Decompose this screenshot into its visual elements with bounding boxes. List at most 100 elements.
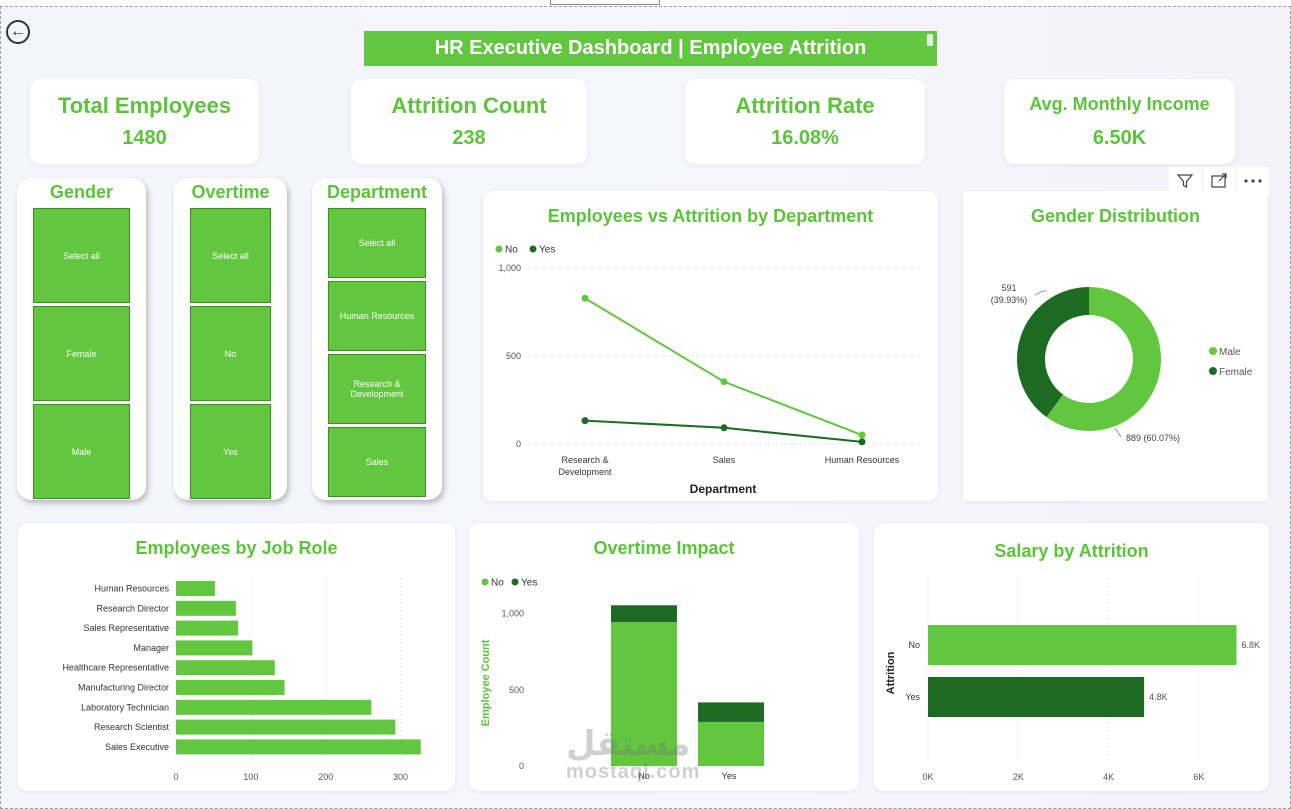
x-tick-label: 300	[393, 772, 408, 782]
kpi-value: 6.50K	[1092, 126, 1147, 149]
kpi-attrition-rate: Attrition Rate 16.08%	[685, 79, 925, 164]
legend-label: Female	[1219, 367, 1253, 378]
y-tick-label: 0	[516, 439, 521, 449]
x-tick-label: Sales	[713, 455, 736, 465]
legend-marker	[481, 578, 489, 586]
data-point	[720, 424, 728, 432]
filter-icon[interactable]	[1169, 167, 1201, 195]
legend-label: Male	[1219, 347, 1241, 358]
bar	[176, 739, 421, 755]
overtime-column-chart: No Yes 0 500 1,000 No Yes Employee Count	[480, 578, 764, 781]
bar	[176, 680, 285, 695]
bar	[176, 699, 372, 715]
y-tick-label: No	[908, 640, 920, 650]
y-tick-label: Research Scientist	[94, 722, 170, 732]
y-tick-label: Healthcare Representative	[62, 663, 169, 673]
y-tick-label: 500	[509, 685, 524, 695]
data-label: 4.8K	[1149, 692, 1168, 702]
slicer-option-male[interactable]: Male	[33, 404, 130, 499]
data-point	[858, 431, 866, 439]
legend-label: No	[505, 245, 518, 256]
jobrole-bar-chart: 0 100 200 300 Human Resources Research Direct…	[62, 578, 421, 782]
slicer-option-select-all[interactable]: Select all	[190, 208, 271, 303]
dashboard-canvas: ← HR Executive Dashboard | Employee Attr…	[0, 6, 1291, 809]
salary-bar-chart: 0K 2K 4K 6K No 6.8K Yes 4.8K Attrition	[885, 578, 1260, 782]
data-label: 591 (39.93%)	[991, 283, 1028, 305]
data-point	[720, 378, 728, 386]
slicer-option-no[interactable]: No	[190, 306, 271, 401]
kpi-avg-monthly-income: Avg. Monthly Income 6.50K	[1004, 79, 1235, 164]
watermark-latin: mostaql.com	[566, 761, 701, 783]
legend-label: Yes	[539, 245, 555, 256]
kpi-label: Avg. Monthly Income	[1029, 93, 1210, 114]
chart-title: Employees by Job Role	[135, 538, 338, 558]
y-tick-label: Sales Representative	[83, 623, 169, 633]
slicer-option-sales[interactable]: Sales	[328, 427, 426, 497]
kpi-label: Total Employees	[57, 93, 232, 118]
chart-title: Salary by Attrition	[994, 541, 1149, 561]
kpi-value: 238	[452, 127, 486, 149]
focus-mode-icon[interactable]	[1203, 167, 1235, 195]
y-tick-label: 1,000	[501, 609, 524, 619]
legend-marker	[1209, 367, 1217, 375]
watermark: مستقل mostaql.com	[566, 727, 700, 784]
label-leader	[1034, 290, 1047, 296]
y-tick-label: Manufacturing Director	[78, 683, 169, 693]
dept-line-chart-card: Employees vs Attrition by Department 0 50…	[483, 191, 938, 501]
slicer-option-select-all[interactable]: Select all	[328, 208, 426, 278]
kpi-label: Attrition Count	[391, 93, 547, 118]
bar	[176, 620, 239, 636]
series-line-no	[584, 297, 863, 436]
y-tick-label: 500	[506, 351, 521, 361]
department-slicer: Department Select all Human Resources Re…	[312, 178, 442, 500]
legend-marker	[495, 245, 503, 253]
title-scrollbar[interactable]	[927, 34, 933, 46]
slicer-option-select-all[interactable]: Select all	[33, 208, 130, 303]
kpi-value: 16.08%	[771, 127, 839, 149]
top-tab	[550, 0, 660, 5]
legend-label: No	[491, 578, 504, 589]
slicer-option-human-resources[interactable]: Human Resources	[328, 281, 426, 351]
bar	[176, 600, 236, 616]
donut-slice-female	[1017, 287, 1089, 418]
y-tick-label: Research Director	[96, 603, 169, 613]
legend-label: Yes	[521, 578, 537, 589]
chart-title: Gender Distribution	[1030, 206, 1200, 226]
slicer-option-yes[interactable]: Yes	[190, 404, 271, 499]
bar	[176, 581, 215, 596]
jobrole-bar-chart-card: Employees by Job Role 0 100 200 300 Human Re…	[18, 523, 455, 791]
back-arrow-icon[interactable]: ←	[6, 20, 30, 44]
y-tick-label: 0	[519, 761, 524, 771]
data-point	[858, 438, 866, 446]
kpi-attrition-count: Attrition Count 238	[351, 79, 587, 164]
x-tick-label: 0	[173, 772, 178, 782]
more-options-icon[interactable]	[1237, 167, 1269, 195]
x-tick-label: Human Resources	[825, 455, 900, 465]
x-tick-label: 200	[318, 772, 333, 782]
slicer-option-female[interactable]: Female	[33, 306, 130, 401]
x-axis-title: Department	[690, 482, 757, 496]
gender-donut-chart: 889 (60.07%) 591 (39.93%) Male Female	[991, 283, 1253, 443]
data-label: 889 (60.07%)	[1126, 433, 1180, 443]
donut-slice-male	[1046, 287, 1161, 431]
data-point	[581, 417, 589, 425]
bar	[176, 660, 275, 676]
legend-marker	[1209, 347, 1217, 355]
kpi-total-employees: Total Employees 1480	[30, 79, 259, 164]
bar	[928, 677, 1145, 717]
bar	[176, 640, 253, 656]
stacked-bar-segment	[698, 721, 764, 766]
slicer-title: Overtime	[191, 182, 270, 202]
y-axis-title: Employee Count	[480, 639, 492, 726]
stacked-bar-segment	[611, 622, 677, 766]
chart-title: Overtime Impact	[593, 538, 735, 558]
watermark-arabic: مستقل	[566, 725, 691, 763]
x-tick-label: Research & Development	[558, 455, 612, 477]
x-tick-label: No	[638, 771, 650, 781]
slicer-option-research-development[interactable]: Research & Development	[328, 354, 426, 424]
data-label: 6.8K	[1241, 640, 1260, 650]
x-tick-label: 2K	[1013, 772, 1024, 782]
y-axis-title: Attrition	[885, 651, 897, 694]
kpi-label: Attrition Rate	[735, 93, 875, 118]
x-tick-label: 6K	[1193, 772, 1204, 782]
